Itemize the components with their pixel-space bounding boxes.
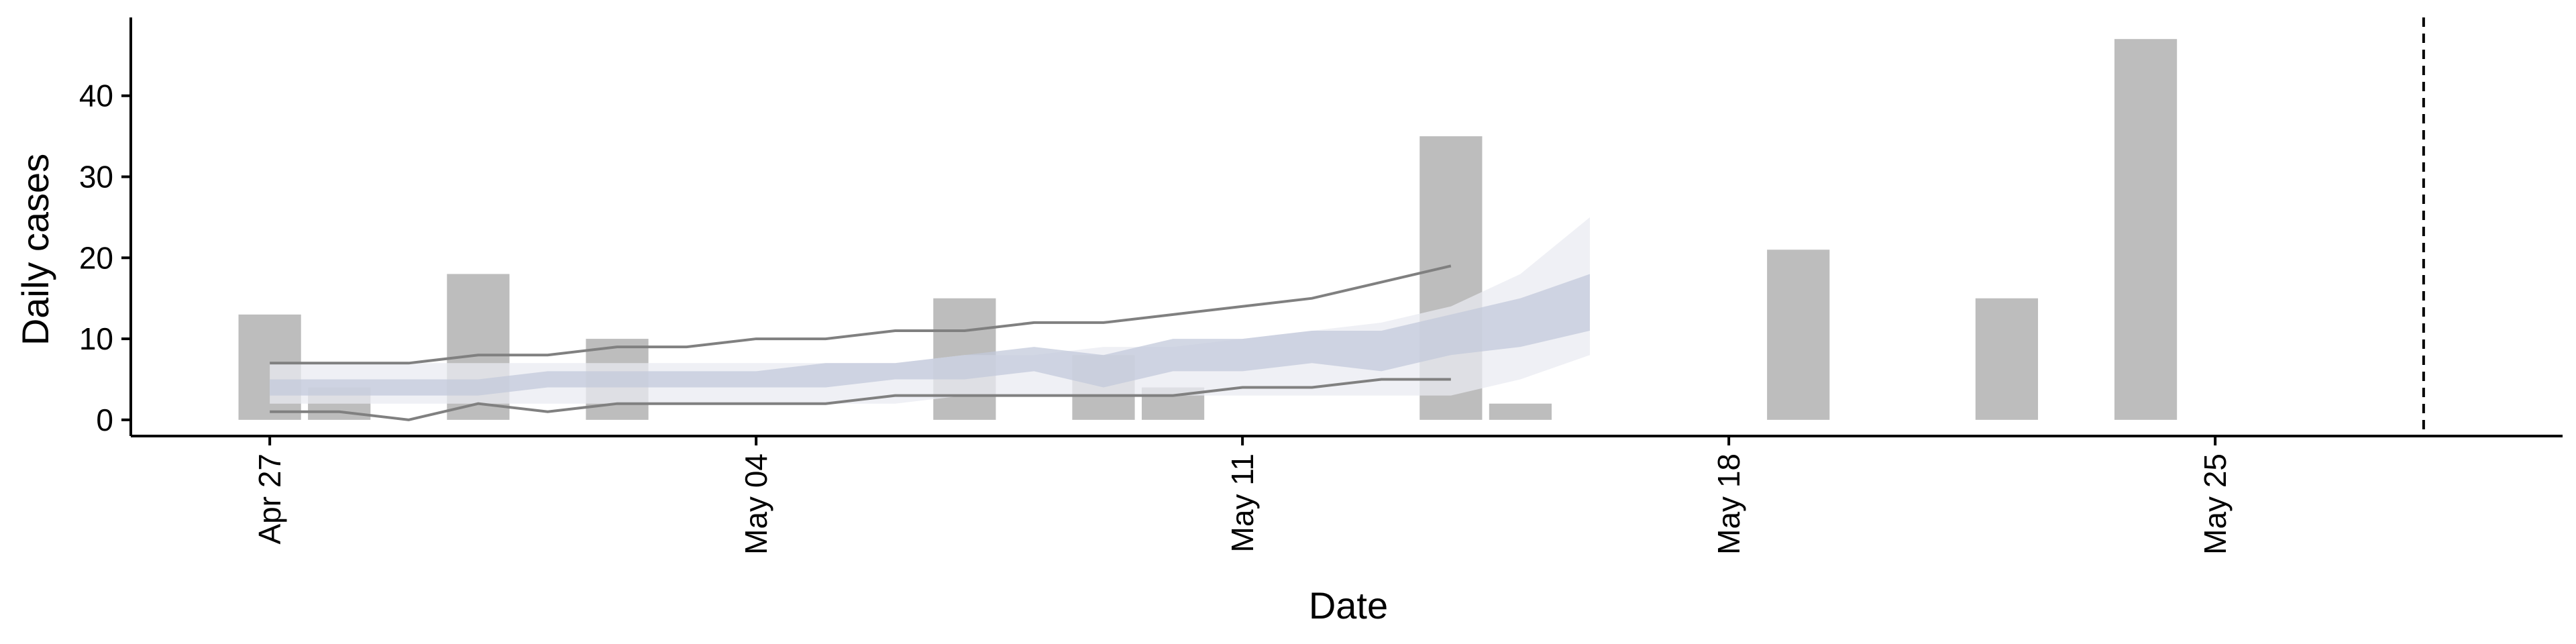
y-tick-label-20: 20 [79,240,113,275]
bar-2020-05-22 [1975,298,2039,420]
y-tick-label-40: 40 [79,78,113,113]
x-tick-label-2020-05-11: May 11 [1225,453,1260,552]
x-tick-label-2020-05-04: May 04 [739,453,773,555]
bar-2020-05-15 [1489,403,1552,420]
x-tick-label-2020-04-27: Apr 27 [252,453,287,545]
bar-2020-05-19 [1767,250,1830,420]
upper-bound-line [270,264,1452,365]
plot-area [238,17,2425,436]
x-tick-label-2020-05-18: May 18 [1711,453,1746,555]
lower-bound-line [270,378,1451,421]
x-tick-label-2020-05-25: May 25 [2198,453,2233,555]
y-tick-label-30: 30 [79,160,113,195]
y-axis-title: Daily cases [14,154,56,345]
y-tick-label-0: 0 [96,402,113,437]
ribbon-inner [270,274,1591,396]
bar-2020-05-24 [2114,39,2178,420]
y-tick-label-10: 10 [79,321,113,356]
x-axis-title: Date [1309,584,1388,627]
axes: 0 10 20 30 40 Apr 27 May 04 May 11 May 18 May 25 [79,17,2563,555]
